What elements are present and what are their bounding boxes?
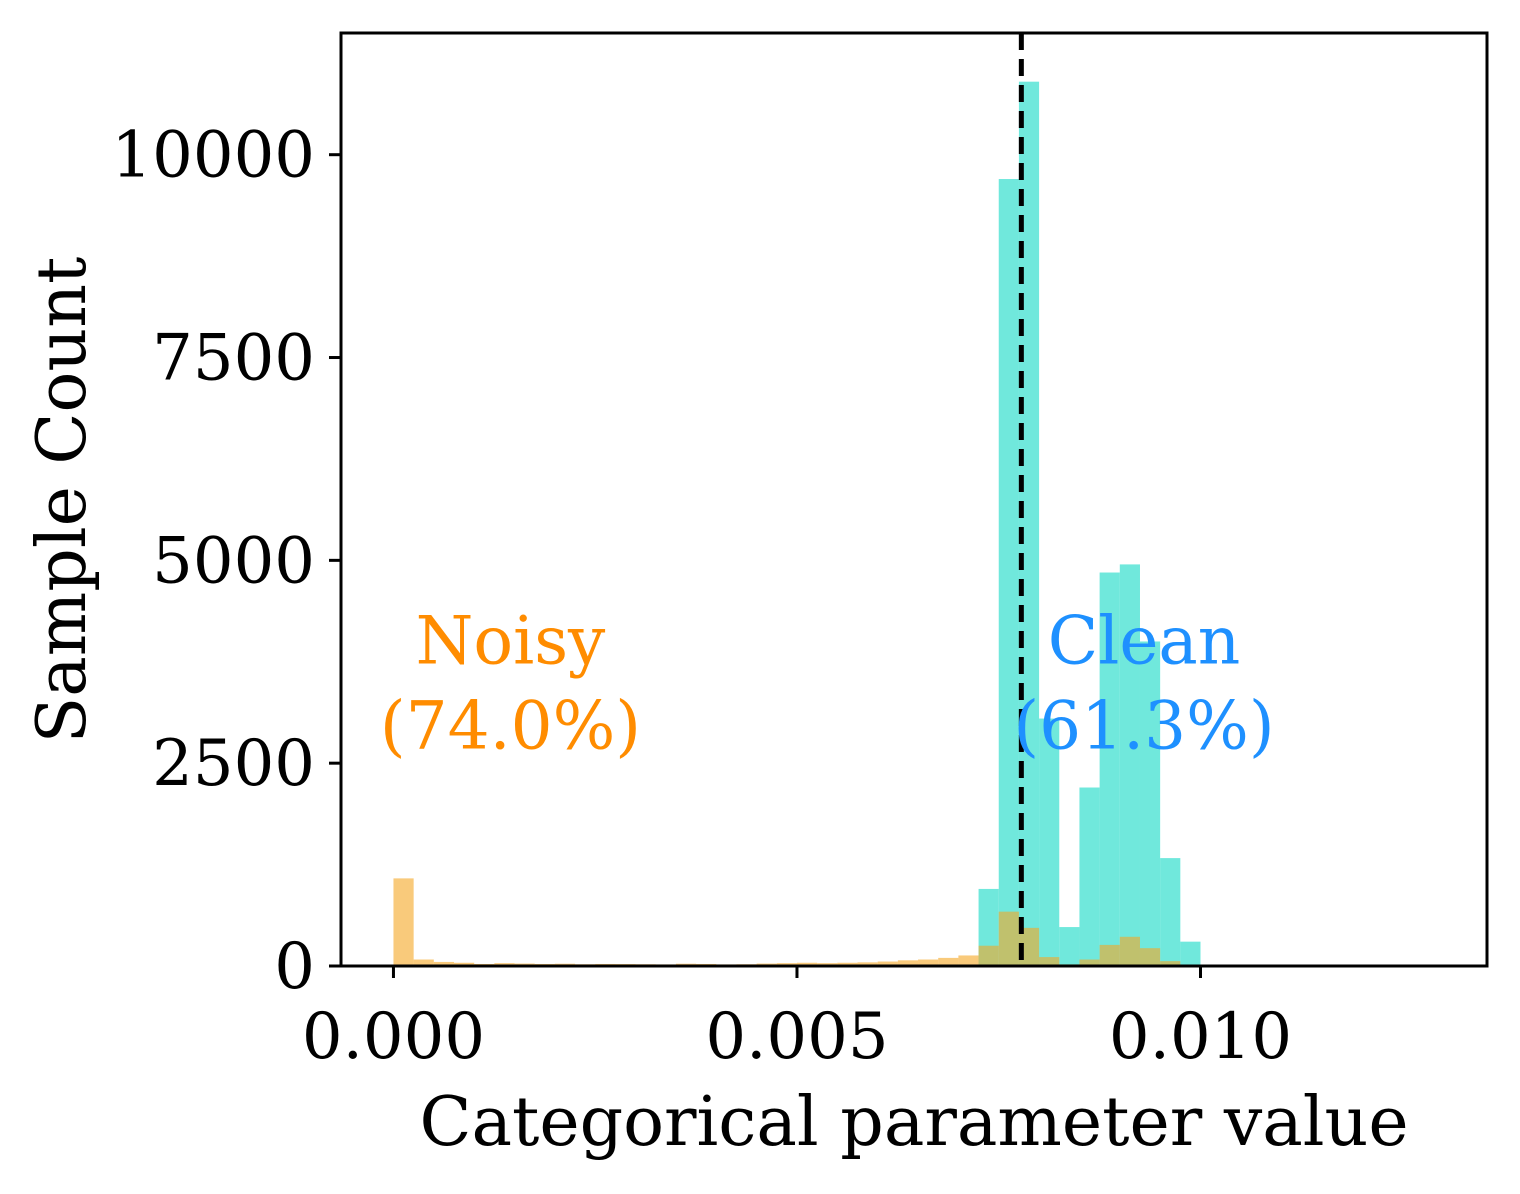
- noisy-bar: [1139, 948, 1161, 966]
- x-axis-label: Categorical parameter value: [419, 1083, 1408, 1162]
- noisy-bar: [453, 962, 475, 966]
- clean-annotation-label: Clean: [1048, 602, 1241, 679]
- clean-annotation-percent: (61.3%): [1013, 688, 1274, 765]
- noisy-bar: [958, 955, 979, 966]
- noisy-bar: [1018, 927, 1040, 966]
- noisy-bar: [897, 960, 919, 966]
- clean-bar: [1079, 787, 1100, 966]
- noisy-bar: [918, 959, 939, 966]
- clean-bar: [998, 179, 1019, 966]
- noisy-bar: [393, 878, 414, 966]
- x-tick-label: 0.000: [302, 1000, 485, 1074]
- y-tick-label: 2500: [152, 727, 315, 801]
- x-axis-ticks: 0.000 0.005 0.010: [302, 1000, 1292, 1074]
- noisy-annotation-percent: (74.0%): [380, 688, 641, 765]
- clean-bar: [1099, 572, 1120, 966]
- clean-bar: [1180, 941, 1201, 966]
- x-tick-label: 0.010: [1109, 1000, 1292, 1074]
- y-tick-label: 7500: [152, 322, 315, 396]
- noisy-bar: [1160, 961, 1181, 966]
- clean-bar: [1059, 927, 1080, 966]
- clean-series: [978, 81, 1463, 967]
- clean-bar: [1018, 81, 1040, 967]
- annotations: Noisy (74.0%) Clean (61.3%): [380, 602, 1275, 764]
- noisy-bar: [1119, 936, 1140, 966]
- noisy-annotation-label: Noisy: [416, 602, 606, 679]
- noisy-bar: [1099, 944, 1120, 966]
- clean-bar: [1119, 564, 1140, 966]
- noisy-bar: [433, 961, 454, 966]
- noisy-bar: [413, 959, 434, 966]
- y-axis-label: Sample Count: [23, 257, 102, 744]
- clean-bar: [1160, 858, 1181, 966]
- plot-frame: [339, 31, 1489, 968]
- noisy-bar: [796, 962, 818, 966]
- noisy-bar: [877, 961, 898, 966]
- clean-bar: [1139, 641, 1161, 966]
- noisy-bar: [1039, 957, 1060, 966]
- noisy-bar: [1079, 959, 1100, 966]
- noisy-bar: [857, 962, 878, 966]
- noisy-bar: [938, 957, 959, 966]
- y-tick-label: 5000: [152, 524, 315, 598]
- noisy-bar: [998, 911, 1019, 966]
- y-tick-label: 0: [274, 930, 315, 1004]
- y-tick-label: 10000: [111, 119, 315, 193]
- y-axis-ticks: 0 2500 5000 7500 10000: [111, 119, 315, 1004]
- clean-bar: [1039, 718, 1060, 966]
- noisy-bar: [837, 962, 858, 966]
- x-tick-label: 0.005: [705, 1000, 888, 1074]
- noisy-bar: [978, 945, 999, 966]
